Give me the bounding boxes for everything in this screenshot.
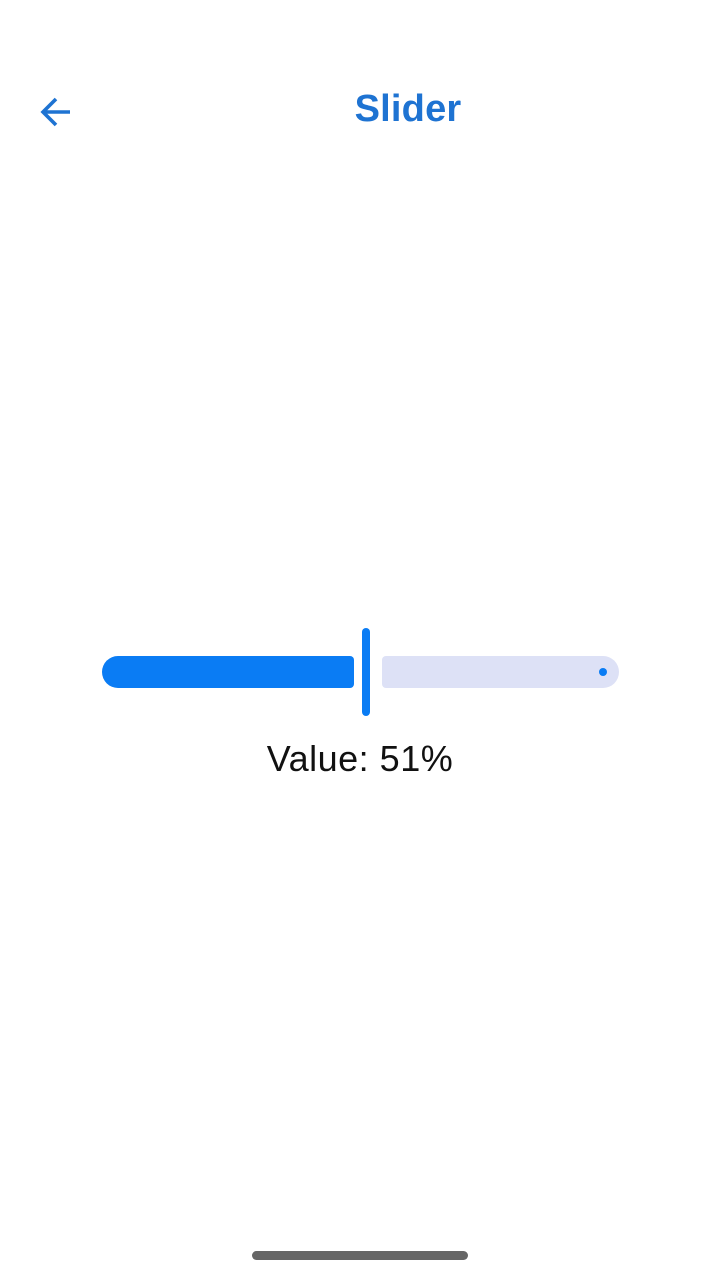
slider-value-label: Value: 51% [266, 738, 454, 779]
arrow-left-icon [40, 97, 70, 127]
value-slider[interactable] [100, 626, 622, 718]
back-button[interactable] [28, 84, 84, 140]
slider-thumb[interactable] [362, 628, 371, 716]
page-title: Slider [354, 88, 462, 130]
home-indicator[interactable] [252, 1251, 468, 1260]
slider-stop-indicator [599, 668, 607, 676]
slider-inactive-track [382, 656, 619, 688]
slider-active-track [102, 656, 355, 688]
top-app-bar: Slider [0, 70, 720, 154]
